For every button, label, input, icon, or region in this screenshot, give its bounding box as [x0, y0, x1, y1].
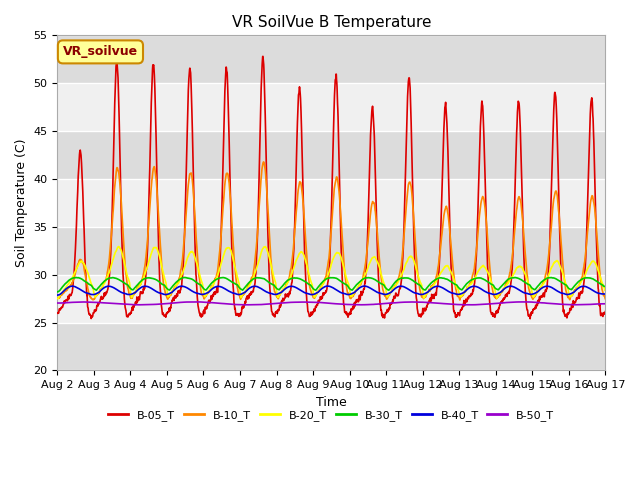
- Title: VR SoilVue B Temperature: VR SoilVue B Temperature: [232, 15, 431, 30]
- Bar: [58, 83, 605, 131]
- Bar: [58, 179, 605, 227]
- Legend: B-05_T, B-10_T, B-20_T, B-30_T, B-40_T, B-50_T: B-05_T, B-10_T, B-20_T, B-30_T, B-40_T, …: [104, 406, 559, 425]
- Bar: [58, 323, 605, 371]
- Bar: [58, 36, 605, 83]
- Bar: [58, 275, 605, 323]
- X-axis label: Time: Time: [316, 396, 347, 408]
- Y-axis label: Soil Temperature (C): Soil Temperature (C): [15, 139, 28, 267]
- Text: VR_soilvue: VR_soilvue: [63, 46, 138, 59]
- Bar: [58, 131, 605, 179]
- Bar: [58, 227, 605, 275]
